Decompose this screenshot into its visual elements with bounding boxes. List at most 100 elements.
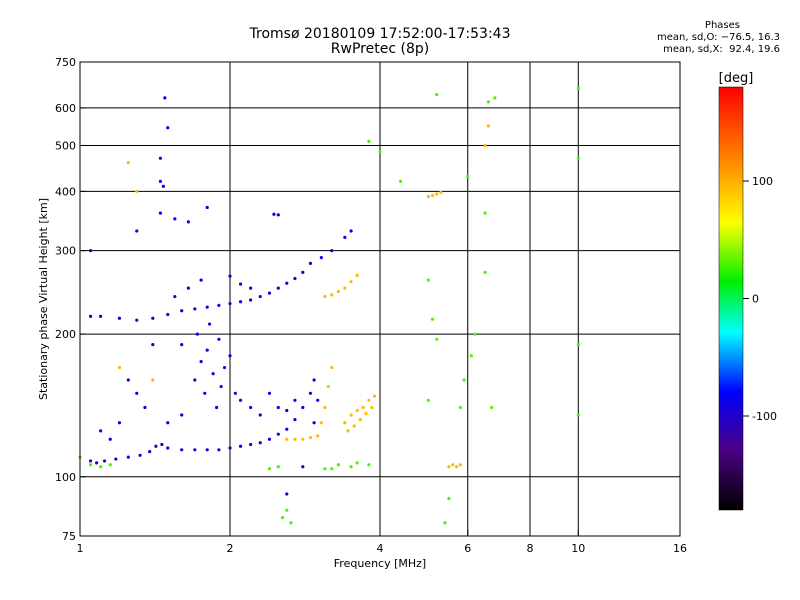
scatter-point — [267, 291, 272, 295]
scatter-point — [399, 179, 403, 183]
scatter-point — [308, 261, 313, 265]
scatter-point — [343, 421, 347, 425]
scatter-point — [370, 405, 374, 410]
scatter-point — [349, 280, 353, 284]
x-axis-label: Frequency [MHz] — [334, 557, 426, 570]
scatter-point — [285, 427, 289, 431]
scatter-point — [180, 413, 184, 417]
scatter-point — [160, 442, 164, 447]
scatter-point — [193, 448, 197, 452]
chart-title: Tromsø 20180109 17:52:00-17:53:43 — [249, 26, 511, 42]
scatter-point — [355, 408, 359, 413]
scatter-point — [173, 217, 177, 221]
scatter-point — [349, 229, 353, 233]
scatter-point — [336, 289, 340, 294]
scatter-point — [483, 143, 487, 148]
scatter-point — [180, 309, 184, 313]
scatter-point — [343, 235, 347, 239]
scatter-point — [228, 354, 232, 358]
scatter-point — [102, 459, 107, 463]
scatter-point — [114, 457, 118, 461]
colorbar — [718, 86, 744, 511]
scatter-point — [222, 365, 227, 370]
scatter-point — [88, 463, 93, 467]
scatter-point — [186, 220, 190, 224]
scatter-point — [95, 461, 99, 465]
scatter-point — [276, 286, 280, 290]
scatter-point — [355, 461, 359, 465]
scatter-point — [217, 303, 221, 307]
scatter-point — [195, 332, 199, 336]
x-tick-label: 1 — [77, 542, 84, 555]
scatter-point — [249, 286, 253, 290]
scatter-point — [312, 421, 316, 425]
scatter-point — [336, 463, 340, 467]
colorbar-tick-label: 100 — [752, 175, 773, 188]
x-tick-label: 8 — [527, 542, 534, 555]
scatter-point — [258, 294, 262, 299]
y-tick-label: 400 — [55, 185, 76, 198]
scatter-point — [435, 337, 439, 341]
colorbar-tick-label: 0 — [752, 293, 759, 306]
grid-layer — [80, 62, 680, 536]
scatter-point — [238, 398, 243, 402]
scatter-point — [205, 205, 209, 210]
scatter-point — [99, 465, 103, 469]
scatter-point — [249, 298, 253, 302]
scatter-point — [180, 343, 184, 347]
scatter-point — [326, 384, 330, 389]
scatter-point — [493, 96, 497, 100]
scatter-point — [148, 450, 152, 454]
scatter-point — [330, 365, 334, 370]
scatter-point — [458, 463, 463, 467]
scatter-point — [199, 359, 203, 364]
scatter-point — [483, 270, 487, 274]
scatter-point — [289, 521, 293, 525]
scatter-point — [293, 276, 297, 281]
scatter-point — [173, 294, 177, 299]
scatter-point — [205, 448, 209, 452]
scatter-point — [361, 405, 365, 410]
scatter-point — [439, 190, 443, 195]
scatter-point — [117, 365, 122, 370]
scatter-point — [138, 453, 142, 457]
stats-line-x: mean, sd,X: 92.4, 19.6 — [663, 44, 780, 55]
y-tick-label: 100 — [55, 471, 76, 484]
scatter-point — [308, 435, 313, 440]
scatter-point — [151, 343, 155, 347]
scatter-point — [135, 229, 139, 233]
scatter-point — [349, 465, 353, 469]
scatter-point — [330, 467, 334, 471]
scatter-point — [238, 300, 243, 304]
scatter-point — [430, 317, 435, 321]
scatter-point — [346, 429, 350, 433]
scatter-point — [469, 354, 473, 358]
scatter-point — [199, 278, 203, 282]
scatter-point — [473, 332, 477, 336]
scatter-point — [293, 437, 297, 441]
scatter-point — [117, 421, 122, 425]
scatter-point — [186, 286, 190, 290]
scatter-point — [443, 521, 447, 525]
scatter-point — [228, 446, 232, 450]
scatter-point — [285, 492, 289, 496]
scatter-point — [323, 467, 327, 471]
scatter-point — [466, 174, 470, 179]
scatter-point — [158, 179, 163, 183]
scatter-point — [258, 413, 262, 417]
scatter-point — [267, 437, 272, 441]
scatter-point — [316, 398, 320, 402]
scatter-point — [143, 405, 147, 410]
scatter-point — [435, 192, 439, 196]
scatter-point — [367, 463, 371, 467]
y-tick-label: 300 — [55, 245, 76, 258]
scatter-point — [316, 434, 320, 438]
scatter-point — [576, 156, 580, 160]
x-tick-label: 2 — [227, 542, 234, 555]
scatter-point — [249, 405, 253, 410]
scatter-point — [323, 405, 327, 410]
scatter-point — [158, 156, 163, 160]
scatter-point — [285, 408, 289, 413]
scatter-point — [217, 448, 221, 452]
scatter-point — [88, 459, 93, 463]
